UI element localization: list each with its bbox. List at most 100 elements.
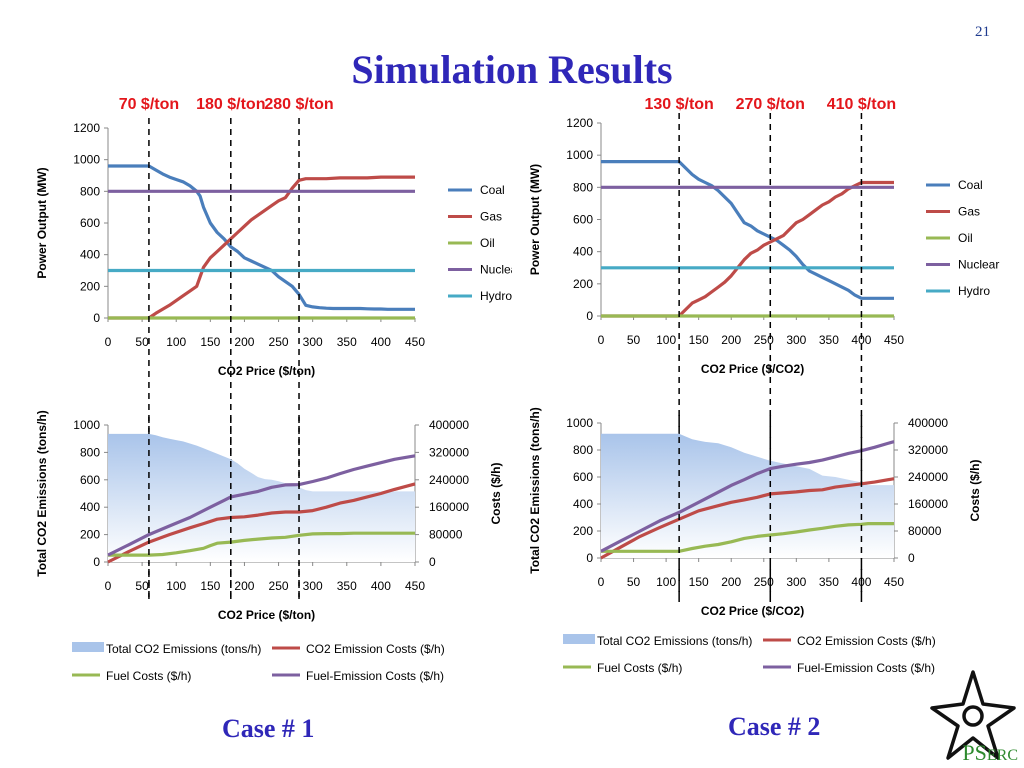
price-marker-label: 180 $/ton [196, 96, 265, 113]
legend-label: Fuel-Emission Costs ($/h) [797, 661, 935, 675]
x-tick-label: 100 [166, 579, 186, 593]
legend-label: CO2 Emission Costs ($/h) [797, 634, 936, 648]
y-tick-label: 200 [573, 277, 593, 291]
legend-label: Coal [958, 178, 983, 192]
legend-label: Oil [958, 231, 973, 245]
x-tick-label: 350 [819, 575, 839, 589]
x-tick-label: 50 [627, 575, 641, 589]
x-tick-label: 450 [884, 333, 904, 347]
series-line-co2-emission-costs-h [107, 482, 416, 564]
y-tick-label: 400 [573, 497, 593, 511]
y-axis-label: Total CO2 Emissions (tons/h) [528, 407, 542, 573]
x-tick-label: 450 [405, 335, 425, 349]
x-tick-label: 0 [598, 333, 605, 347]
price-marker-label: 70 $/ton [119, 96, 179, 113]
x-tick-label: 300 [303, 579, 323, 593]
y-tick-label: 600 [80, 473, 100, 487]
slide-title: Simulation Results [351, 47, 673, 92]
price-marker-label: 130 $/ton [644, 96, 713, 113]
x-tick-label: 150 [689, 333, 709, 347]
y2-tick-label: 320000 [908, 443, 948, 457]
price-marker-label: 410 $/ton [827, 96, 896, 113]
legend-swatch [72, 642, 104, 652]
y-tick-label: 1000 [566, 148, 593, 162]
y-tick-label: 0 [586, 551, 593, 565]
y2-tick-label: 80000 [908, 524, 942, 538]
pserc-logo-text: PSERC [962, 740, 1018, 765]
y-tick-label: 1000 [73, 153, 100, 167]
y-tick-label: 200 [80, 279, 100, 293]
series-line-fuel-costs-h [601, 521, 894, 553]
x-tick-label: 400 [371, 335, 391, 349]
x-tick-label: 150 [200, 579, 220, 593]
y-axis-label: Total CO2 Emissions (tons/h) [35, 410, 49, 576]
legend-label: Total CO2 Emissions (tons/h) [106, 642, 261, 656]
y2-tick-label: 80000 [429, 528, 463, 542]
case1-label: Case # 1 [222, 714, 315, 743]
y-tick-label: 200 [573, 524, 593, 538]
legend-label: Gas [480, 210, 502, 224]
y-tick-label: 800 [80, 445, 100, 459]
pserc-star-logo [930, 670, 1016, 760]
x-tick-label: 400 [851, 333, 871, 347]
legend-label: Fuel Costs ($/h) [597, 661, 682, 675]
x-tick-label: 300 [786, 575, 806, 589]
slide-number: 21 [975, 24, 990, 40]
y-tick-label: 600 [573, 213, 593, 227]
x-tick-label: 450 [884, 575, 904, 589]
x-tick-label: 200 [721, 575, 741, 589]
x-tick-label: 100 [166, 335, 186, 349]
series-line-gas [108, 175, 415, 320]
y-tick-label: 0 [93, 555, 100, 569]
x-tick-label: 250 [269, 579, 289, 593]
y-tick-label: 0 [586, 309, 593, 323]
x-tick-label: 0 [105, 579, 112, 593]
series-line-gas [601, 180, 894, 318]
legend-label: Fuel-Emission Costs ($/h) [306, 669, 444, 683]
x-tick-label: 300 [786, 333, 806, 347]
x-tick-label: 200 [234, 335, 254, 349]
y-tick-label: 0 [93, 311, 100, 325]
y-tick-label: 600 [573, 470, 593, 484]
y-tick-label: 800 [573, 443, 593, 457]
legend-label: Total CO2 Emissions (tons/h) [597, 634, 752, 648]
y-tick-label: 1200 [566, 116, 593, 130]
legend-label: Fuel Costs ($/h) [106, 669, 191, 683]
y2-tick-label: 320000 [429, 445, 469, 459]
legend-swatch [563, 634, 595, 644]
y-tick-label: 800 [573, 180, 593, 194]
series-line-fuel-emission-costs-h [600, 440, 895, 553]
x-tick-label: 300 [303, 335, 323, 349]
series-line-fuel-emission-costs-h [107, 454, 416, 557]
y-axis-label: Power Output (MW) [35, 167, 49, 278]
y2-tick-label: 0 [908, 551, 915, 565]
x-tick-label: 350 [819, 333, 839, 347]
y-axis-label: Power Output (MW) [528, 164, 542, 275]
x-tick-label: 50 [135, 579, 149, 593]
x-tick-label: 200 [721, 333, 741, 347]
y-tick-label: 400 [80, 248, 100, 262]
y-tick-label: 600 [80, 216, 100, 230]
price-marker-label: 270 $/ton [736, 96, 805, 113]
legend-label: Hydro [958, 284, 990, 298]
x-tick-label: 250 [754, 333, 774, 347]
legend-label: Hydro [480, 289, 512, 303]
y2-tick-label: 400000 [429, 418, 469, 432]
x-tick-label: 350 [337, 579, 357, 593]
x-tick-label: 250 [269, 335, 289, 349]
legend-label: Coal [480, 183, 505, 197]
y2-tick-label: 240000 [908, 470, 948, 484]
x-tick-label: 350 [337, 335, 357, 349]
x-tick-label: 50 [135, 335, 149, 349]
legend-label: Gas [958, 205, 980, 219]
x-tick-label: 0 [105, 335, 112, 349]
y2-axis-label: Costs ($/h) [489, 462, 503, 524]
x-tick-label: 50 [627, 333, 641, 347]
legend-label: CO2 Emission Costs ($/h) [306, 642, 445, 656]
x-tick-label: 450 [405, 579, 425, 593]
y2-axis-label: Costs ($/h) [968, 459, 982, 521]
x-axis-label: CO2 Price ($/ton) [218, 608, 315, 622]
x-tick-label: 100 [656, 333, 676, 347]
